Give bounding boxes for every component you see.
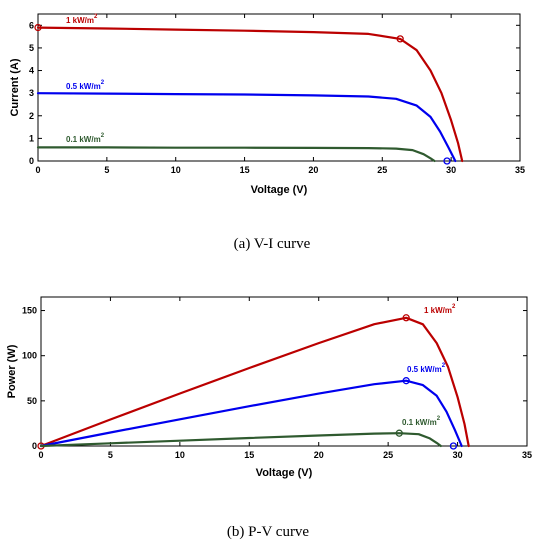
series-label-superscript: 2 <box>452 304 456 310</box>
series-label: 0.5 kW/m2 <box>66 80 105 91</box>
chart-pv: 0 5 10 15 20 25 30 35 0 50 100 150 Voltage (V) Power … <box>6 296 532 540</box>
data-point-marker <box>34 23 42 32</box>
y-tick-label: 100 <box>22 351 37 361</box>
x-tick-label: 30 <box>453 450 463 460</box>
series-label-text: 0.1 kW/m <box>402 418 437 427</box>
x-axis-label: Voltage (V) <box>251 184 308 196</box>
x-tick-label: 0 <box>38 450 43 460</box>
series-label-superscript: 2 <box>437 416 441 422</box>
series-label: 0.1 kW/m2 <box>66 133 105 144</box>
x-tick-label: 0 <box>35 165 40 175</box>
series-label-superscript: 2 <box>101 133 105 139</box>
series-line <box>39 316 470 448</box>
y-tick-label: 1 <box>29 133 34 143</box>
series-label-text: 0.1 kW/m <box>66 135 101 144</box>
series-line <box>36 26 464 163</box>
plot-frame <box>40 296 528 447</box>
data-point-marker <box>443 157 451 165</box>
x-tick-label: 10 <box>175 450 185 460</box>
figure-caption: (a) V-I curve <box>234 236 311 252</box>
x-tick-label: 15 <box>240 165 250 175</box>
series-label-superscript: 2 <box>94 14 98 20</box>
series-line <box>36 146 436 163</box>
y-tick-label: 0 <box>29 156 34 166</box>
data-point-marker <box>402 377 410 385</box>
data-point-marker <box>395 429 403 437</box>
y-tick-label: 2 <box>29 111 34 121</box>
data-point-marker <box>396 35 404 43</box>
x-tick-label: 15 <box>244 450 254 460</box>
series-line <box>39 432 442 448</box>
series-line <box>36 92 457 163</box>
series-label-superscript: 2 <box>442 363 446 369</box>
y-tick-label: 3 <box>29 88 34 98</box>
chart-vi: 0 5 10 15 20 25 30 35 0 1 2 3 4 5 6 Voltage (V) Current … <box>9 13 525 252</box>
x-tick-label: 25 <box>377 165 387 175</box>
x-tick-label: 30 <box>446 165 456 175</box>
x-tick-label: 20 <box>314 450 324 460</box>
plot-frame <box>37 13 521 162</box>
y-tick-label: 150 <box>22 306 37 316</box>
x-tick-label: 5 <box>104 165 109 175</box>
x-tick-label: 35 <box>522 450 532 460</box>
y-tick-label: 4 <box>29 66 34 76</box>
y-tick-label: 6 <box>29 20 34 30</box>
x-axis-label: Voltage (V) <box>256 467 313 479</box>
x-tick-label: 10 <box>171 165 181 175</box>
x-tick-label: 5 <box>108 450 113 460</box>
series-line <box>39 379 463 448</box>
x-tick-label: 35 <box>515 165 525 175</box>
y-axis-label: Current (A) <box>9 58 21 116</box>
series-label-superscript: 2 <box>101 80 105 86</box>
y-axis-label: Power (W) <box>6 344 18 398</box>
series-label: 1 kW/m2 <box>424 304 456 315</box>
figure-caption: (b) P-V curve <box>227 524 310 540</box>
series-label: 0.5 kW/m2 <box>407 363 446 374</box>
data-point-marker <box>449 442 458 450</box>
y-tick-label: 0 <box>32 441 37 451</box>
series-label: 0.1 kW/m2 <box>402 416 441 427</box>
y-tick-label: 50 <box>27 396 37 406</box>
series-label-text: 1 kW/m <box>66 16 94 25</box>
data-point-marker <box>402 314 410 322</box>
series-label-text: 0.5 kW/m <box>66 82 101 91</box>
x-tick-label: 20 <box>308 165 318 175</box>
series-label-text: 0.5 kW/m <box>407 365 442 374</box>
series-label-text: 1 kW/m <box>424 306 452 315</box>
series-label: 1 kW/m2 <box>66 14 98 25</box>
x-tick-label: 25 <box>383 450 393 460</box>
y-tick-label: 5 <box>29 43 34 53</box>
